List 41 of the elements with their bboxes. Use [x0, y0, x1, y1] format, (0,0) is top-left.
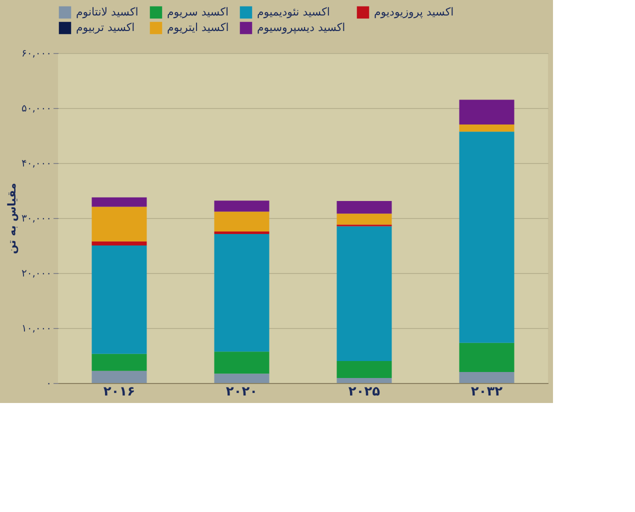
bar: [459, 100, 514, 124]
legend-label: اکسید تربیوم: [76, 21, 135, 34]
x-tick-label: ۲۰۳۲: [470, 384, 503, 400]
y-tick-label: ۵۰,۰۰۰: [21, 104, 52, 114]
legend-label: اکسید دیسپروسیوم: [257, 21, 346, 34]
y-tick-label: ۰: [46, 378, 52, 390]
bar: [459, 124, 514, 132]
bar: [214, 231, 270, 234]
bar: [214, 234, 270, 352]
x-tick-label: ۲۰۲۵: [348, 384, 380, 400]
bar: [336, 200, 392, 214]
bar: [214, 200, 270, 212]
y-tick-label: ۱۰,۰۰۰: [21, 324, 52, 334]
bar: [92, 246, 147, 354]
bar: [336, 378, 392, 383]
y-tick-label: ۲۰,۰۰۰: [21, 268, 52, 280]
y-tick-label: ۳۰,۰۰۰: [21, 214, 52, 224]
bar: [214, 212, 270, 232]
legend-label: اکسید ایتریوم: [167, 21, 229, 34]
bar: [336, 214, 392, 225]
bar: [214, 352, 270, 374]
bar: [336, 226, 392, 361]
y-tick-label: ۶۰,۰۰۰: [21, 48, 52, 60]
x-tick-label: ۲۰۱۶: [103, 384, 136, 400]
bar: [459, 342, 514, 372]
legend-label: اکسید لانتانوم: [76, 5, 138, 18]
bar: [92, 370, 147, 383]
legend-label: اکسید نئودیمیوم: [257, 5, 330, 18]
x-tick-label: ۲۰۲۰: [226, 384, 258, 400]
bar: [459, 132, 514, 343]
y-tick-label: ۴۰,۰۰۰: [21, 158, 52, 170]
bar: [92, 206, 147, 242]
bar: [336, 361, 392, 378]
bar: [92, 354, 147, 371]
bar: [214, 374, 270, 383]
bar: [92, 241, 147, 246]
y-axis-title: مقیاس به تن: [5, 182, 18, 254]
legend-label: اکسید سریوم: [167, 5, 229, 18]
legend-label: اکسید پروزیودیوم: [374, 5, 454, 18]
bar: [92, 197, 147, 207]
bar: [459, 372, 514, 383]
